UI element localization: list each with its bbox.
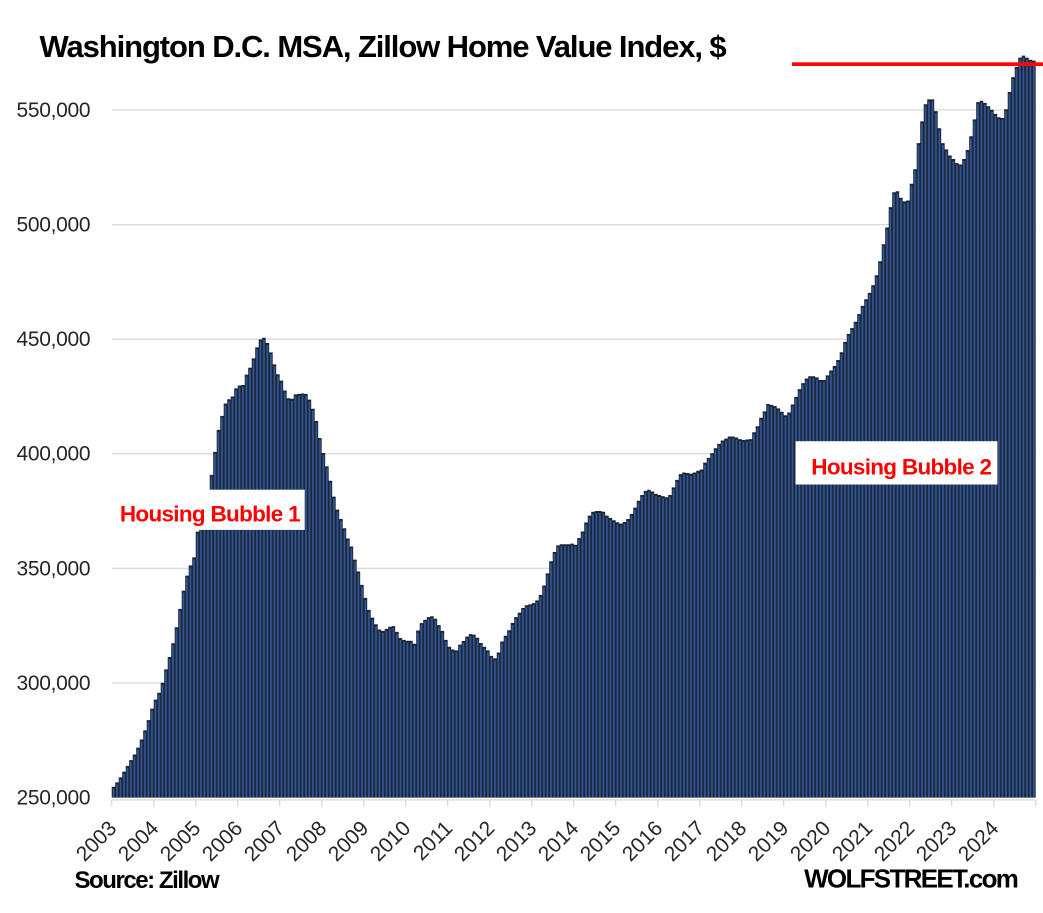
svg-text:400,000: 400,000 [16, 443, 90, 466]
svg-text:Washington D.C. MSA, Zillow Ho: Washington D.C. MSA, Zillow Home Value I… [40, 29, 727, 64]
svg-text:250,000: 250,000 [16, 787, 90, 810]
svg-text:450,000: 450,000 [16, 328, 90, 351]
svg-text:WOLFSTREET.com: WOLFSTREET.com [804, 863, 1018, 893]
svg-text:550,000: 550,000 [16, 99, 90, 122]
svg-text:Source: Zillow: Source: Zillow [75, 867, 220, 894]
svg-text:Housing Bubble 1: Housing Bubble 1 [120, 501, 300, 526]
svg-text:500,000: 500,000 [16, 214, 90, 237]
svg-text:350,000: 350,000 [16, 557, 90, 580]
svg-text:Housing Bubble 2: Housing Bubble 2 [811, 454, 991, 479]
svg-text:300,000: 300,000 [16, 672, 90, 695]
